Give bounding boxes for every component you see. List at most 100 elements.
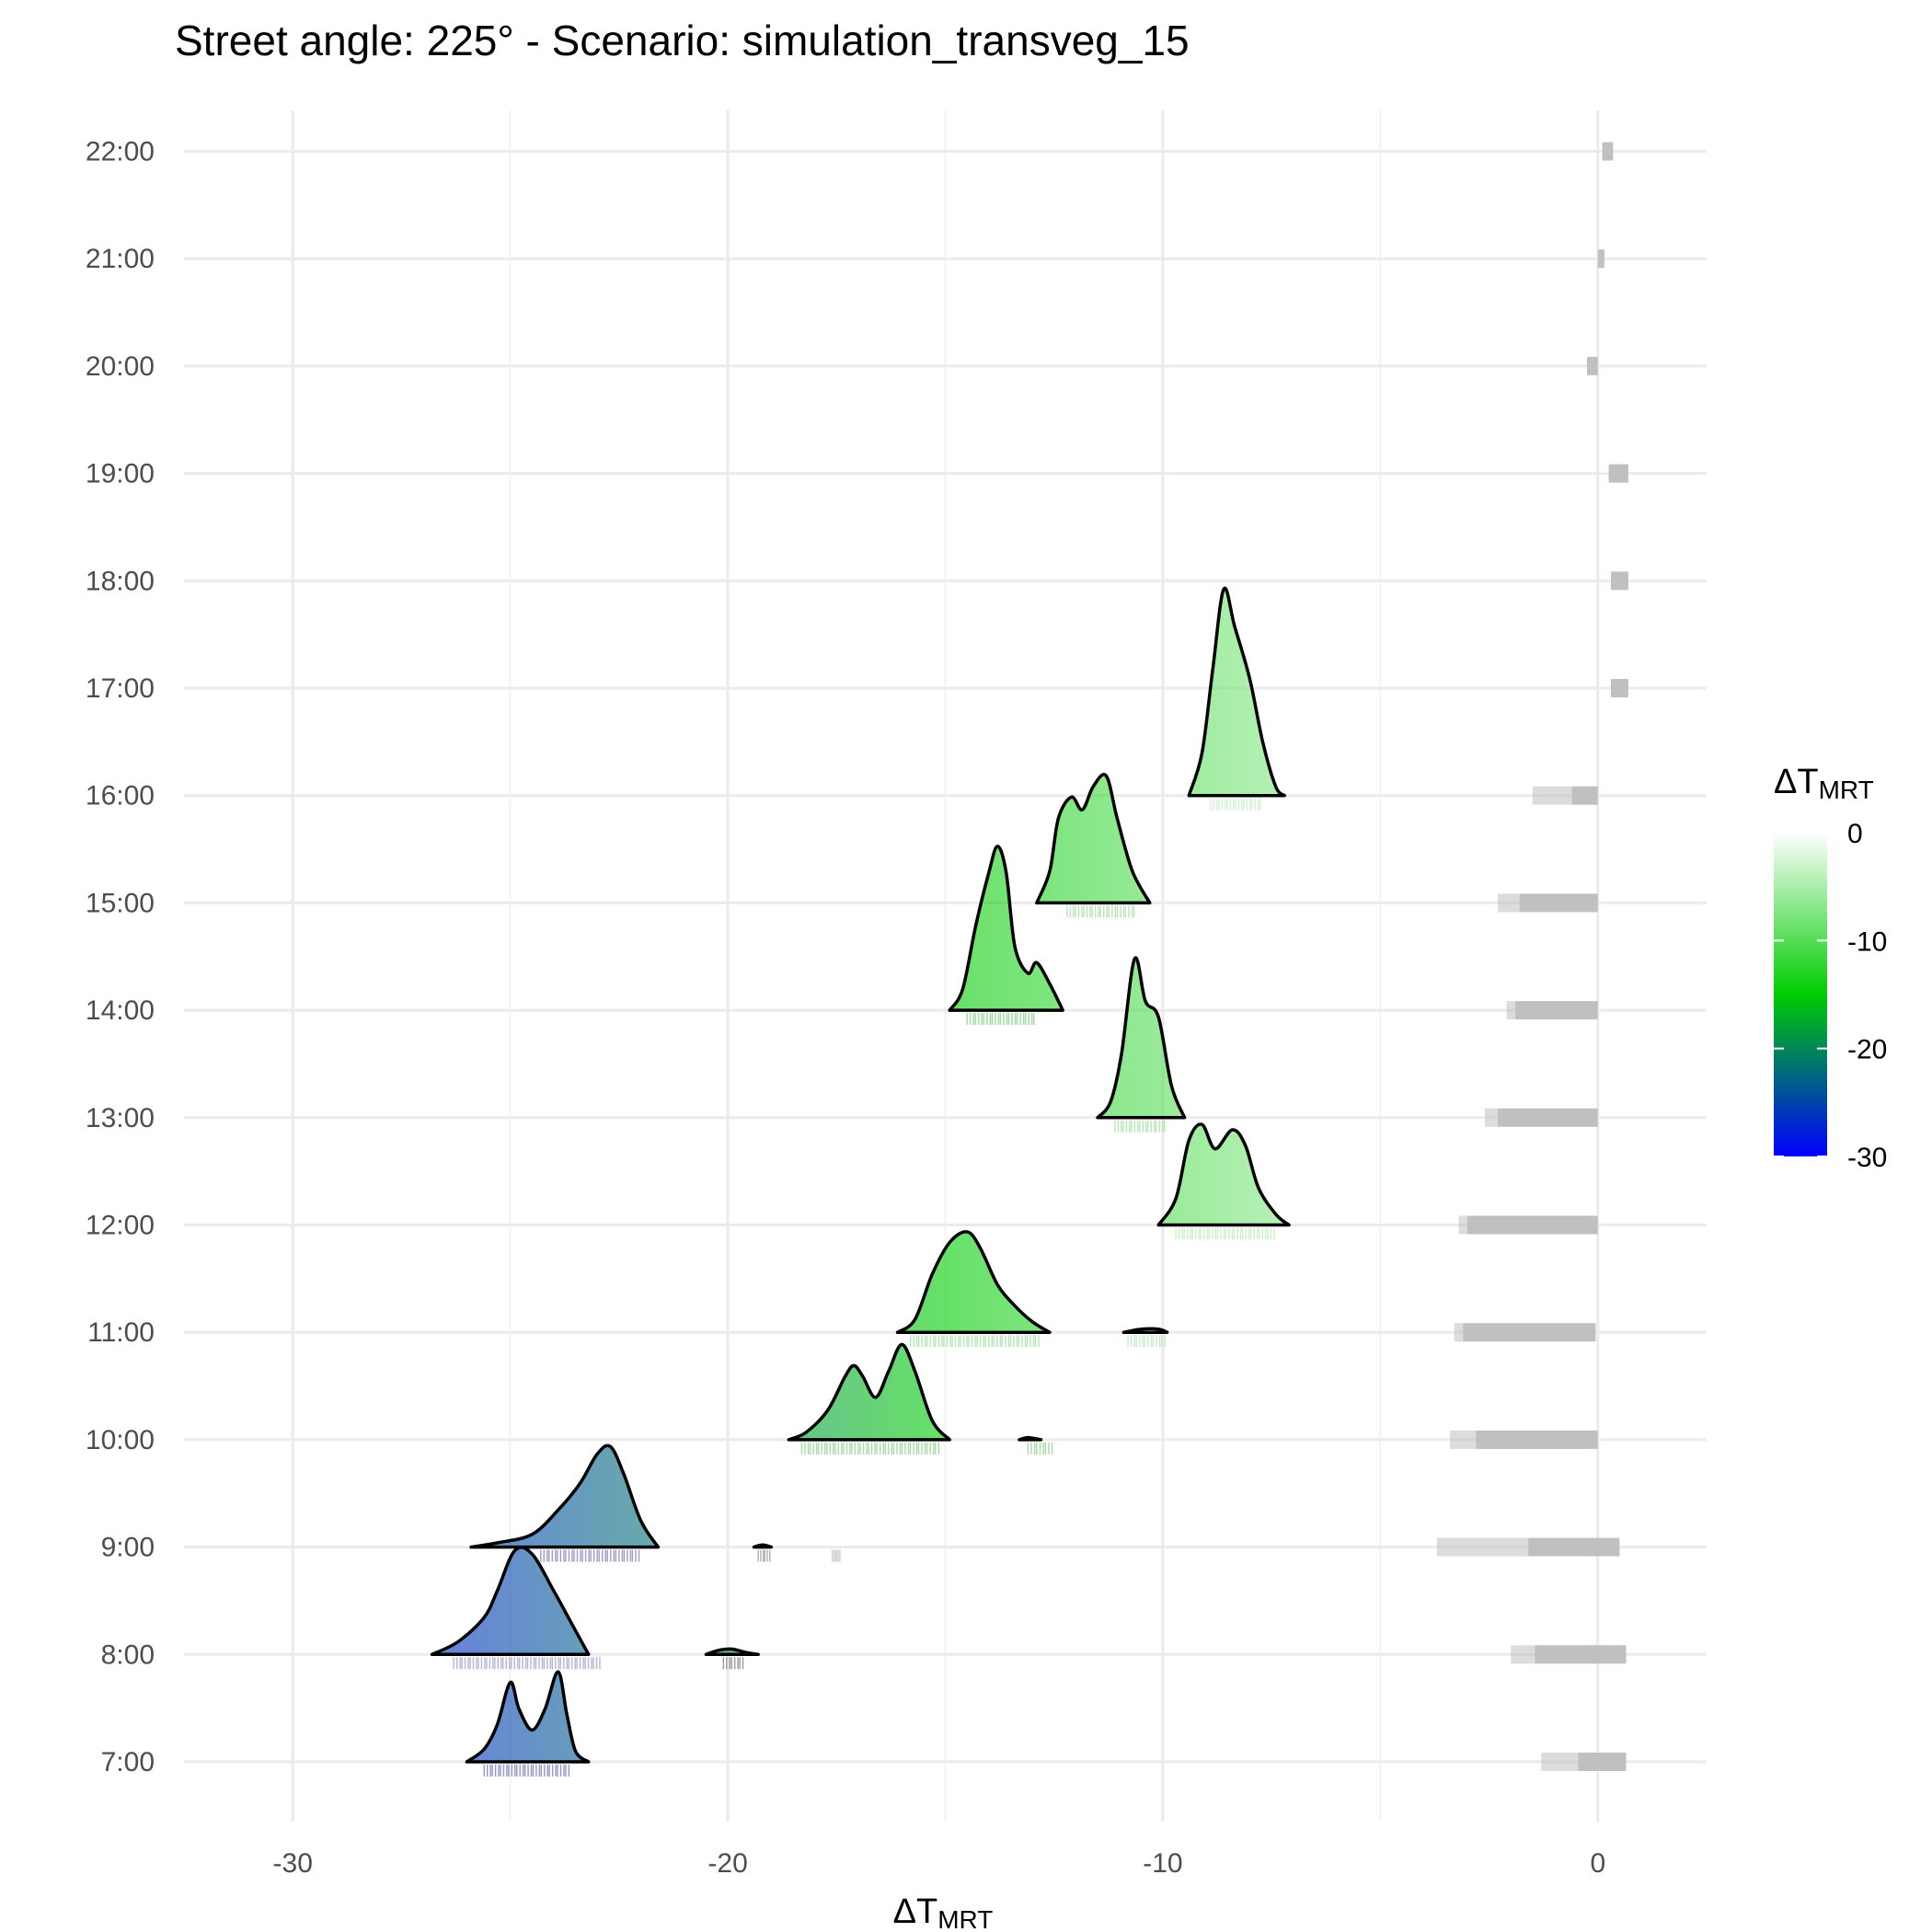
rug: [966, 1013, 1035, 1026]
x-axis-ticks: -30 -20 -10 0: [273, 1848, 1606, 1879]
y-tick-label: 9:00: [101, 1533, 155, 1563]
neutral-band: [1498, 893, 1520, 913]
y-tick-label: 11:00: [87, 1317, 155, 1348]
rug: [800, 1442, 939, 1455]
rug: [540, 1549, 640, 1562]
series-22:00: [1602, 142, 1614, 161]
rug: [1027, 1442, 1053, 1455]
rug: [757, 1549, 771, 1562]
y-tick-label: 10:00: [86, 1425, 155, 1455]
legend: ΔTMRT 0 -10 -20 -30: [1774, 763, 1887, 1173]
neutral-band: [1506, 1001, 1515, 1020]
density-ridge: [948, 845, 1064, 1012]
y-tick-label: 15:00: [86, 888, 155, 918]
y-tick-label: 20:00: [86, 351, 155, 382]
y-tick-label: 18:00: [86, 566, 155, 596]
neutral-band: [1450, 1430, 1477, 1449]
neutral-band: [1514, 1001, 1598, 1020]
density-ridge: [895, 1230, 1052, 1334]
density-ridge: [1035, 773, 1152, 905]
legend-title: ΔTMRT: [1774, 763, 1874, 804]
series-10:00: [787, 1342, 1598, 1455]
density-ridge: [1018, 1435, 1043, 1442]
y-tick-label: 12:00: [86, 1211, 155, 1241]
y-axis-ticks: 7:00 8:00 9:00 10:00 11:00 12:00 13:00 14:00 15:…: [86, 137, 155, 1778]
series-14:00: [948, 845, 1598, 1026]
neutral-band: [1454, 1323, 1464, 1342]
density-ridge: [1156, 1122, 1291, 1227]
legend-tick-label: -20: [1847, 1035, 1887, 1065]
neutral-band: [1484, 1108, 1499, 1127]
density-ridge: [1121, 1327, 1169, 1334]
series-8:00: [430, 1546, 1627, 1670]
legend-title-sub: MRT: [1819, 776, 1874, 804]
density-ridge: [1096, 956, 1187, 1120]
neutral-band: [1519, 893, 1598, 913]
series-21:00: [1597, 249, 1604, 269]
density-ridge: [469, 1443, 661, 1549]
y-tick-label: 21:00: [86, 244, 155, 274]
x-axis-title-sub: MRT: [937, 1905, 993, 1932]
x-tick-label: -10: [1143, 1848, 1182, 1879]
legend-title-main: ΔT: [1774, 763, 1819, 801]
x-tick-label: 0: [1590, 1848, 1605, 1879]
x-tick-label: -20: [707, 1848, 747, 1879]
y-tick-label: 13:00: [86, 1103, 155, 1133]
density-ridge: [752, 1543, 774, 1549]
y-tick-label: 14:00: [86, 995, 155, 1026]
neutral-band: [1610, 571, 1628, 591]
neutral-band: [1608, 464, 1628, 483]
neutral-band: [1597, 249, 1604, 269]
series-20:00: [1586, 356, 1598, 375]
neutral-band: [1532, 786, 1572, 805]
y-tick-label: 17:00: [86, 673, 155, 704]
rug: [453, 1657, 601, 1670]
legend-ticks: 0 -10 -20 -30: [1774, 819, 1887, 1173]
legend-colorbar: [1774, 833, 1827, 1156]
neutral-band: [1463, 1323, 1596, 1342]
x-axis-title: ΔTMRT: [893, 1892, 994, 1932]
neutral-band: [1458, 1215, 1467, 1235]
y-tick-label: 19:00: [86, 459, 155, 489]
rug: [1175, 1227, 1275, 1240]
neutral-band: [1535, 1645, 1627, 1664]
neutral-band: [1476, 1430, 1598, 1449]
series-11:00: [895, 1230, 1596, 1348]
rug: [1210, 798, 1261, 811]
series-18:00: [1610, 571, 1628, 591]
neutral-band: [1436, 1537, 1529, 1557]
y-tick-label: 8:00: [101, 1639, 155, 1670]
y-tick-label: 7:00: [101, 1747, 155, 1777]
x-axis-title-main: ΔT: [893, 1892, 938, 1931]
legend-tick-label: -30: [1847, 1143, 1887, 1173]
density-ridge: [1187, 586, 1287, 798]
chart-title: Street angle: 225° - Scenario: simulatio…: [175, 17, 1190, 64]
neutral-band: [1586, 356, 1598, 375]
rug: [909, 1335, 1040, 1348]
density-ridge: [430, 1546, 591, 1657]
neutral-band: [1571, 786, 1598, 805]
grid: [184, 110, 1707, 1822]
ridges: [430, 142, 1628, 1777]
series-12:00: [1156, 1122, 1598, 1240]
x-tick-label: -30: [273, 1848, 313, 1879]
series-19:00: [1608, 464, 1628, 483]
series-9:00: [469, 1443, 1620, 1562]
y-tick-label: 22:00: [86, 137, 155, 167]
series-7:00: [465, 1670, 1627, 1777]
series-16:00: [1187, 586, 1598, 811]
series-13:00: [1096, 956, 1598, 1133]
neutral-band: [1466, 1215, 1598, 1235]
density-ridge: [465, 1670, 591, 1764]
legend-tick-label: 0: [1847, 819, 1863, 849]
y-tick-label: 16:00: [86, 781, 155, 811]
rug: [1066, 905, 1135, 918]
rug: [1127, 1335, 1166, 1348]
legend-tick-label: -10: [1847, 926, 1887, 957]
neutral-band: [1511, 1645, 1535, 1664]
neutral-band: [1578, 1753, 1627, 1771]
neutral-band: [1541, 1753, 1579, 1771]
rug: [483, 1765, 570, 1777]
rug: [1114, 1120, 1166, 1133]
